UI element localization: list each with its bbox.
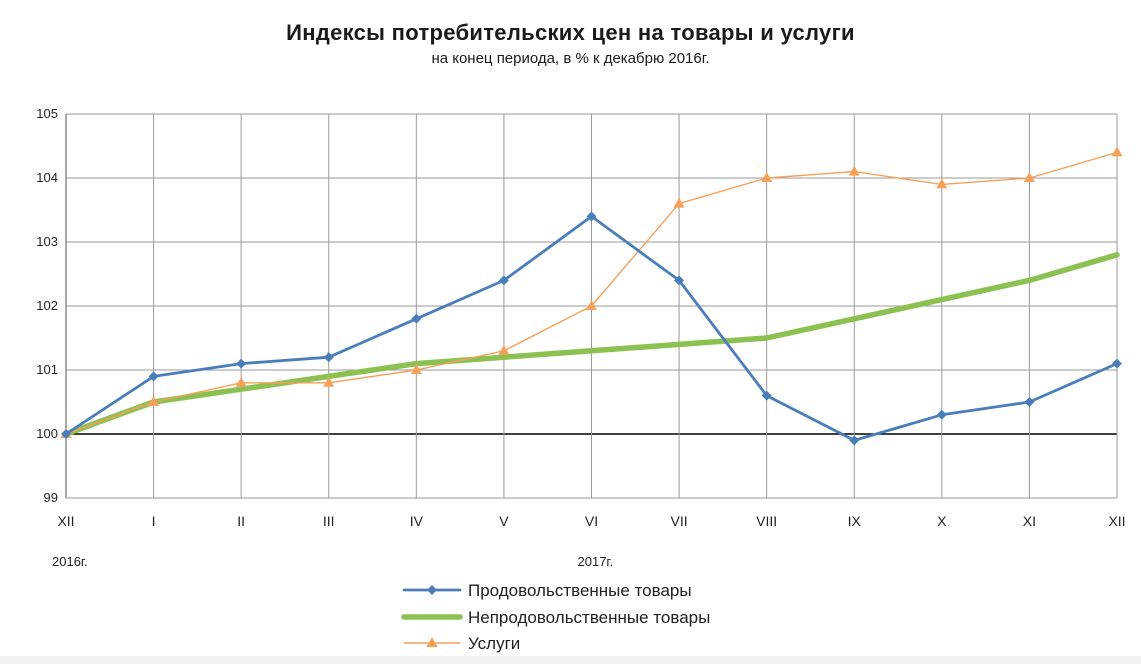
data-point [410, 364, 422, 374]
data-point [236, 358, 247, 369]
data-point [235, 376, 247, 387]
x-tick-label: XI [1023, 513, 1036, 529]
x-tick-label: X [937, 513, 947, 529]
y-tick-label: 103 [36, 234, 58, 249]
x-tick-label: XII [57, 513, 74, 529]
data-point [673, 197, 685, 208]
x-tick-label: III [323, 513, 335, 529]
legend: Продовольственные товары Непродовольствен… [401, 581, 710, 653]
legend-label: Услуги [468, 634, 520, 653]
x-tick-label: XII [1108, 513, 1125, 529]
data-point [586, 300, 597, 310]
series-layer [60, 146, 1123, 446]
data-point [323, 352, 334, 363]
y-tick-label: 104 [36, 170, 58, 185]
y-tick-label: 99 [44, 490, 58, 505]
data-point [1023, 172, 1035, 182]
data-point [498, 344, 510, 355]
x-tick-label: IX [848, 513, 862, 529]
y-tick-label: 105 [36, 106, 58, 121]
legend-marker [427, 585, 437, 595]
series-0 [61, 211, 1122, 446]
data-point [1111, 146, 1123, 157]
legend-entry: Услуги [403, 634, 520, 653]
chart-title: Индексы потребительских цен на товары и … [286, 20, 855, 45]
data-point [411, 313, 422, 324]
bottom-strip [0, 656, 1141, 664]
legend-entry: Продовольственные товары [402, 581, 692, 600]
year-label: 2016г. [52, 554, 88, 569]
data-point [674, 275, 685, 286]
legend-label: Непродовольственные товары [468, 608, 710, 627]
y-tick-label: 100 [36, 426, 58, 441]
x-tick-label: IV [410, 513, 424, 529]
y-tick-label: 101 [36, 362, 58, 377]
data-point [61, 429, 71, 439]
series-1 [63, 252, 1120, 437]
x-tick-label: V [499, 513, 509, 529]
data-point [586, 211, 597, 222]
x-tick-label: VIII [756, 513, 777, 529]
data-point [148, 396, 160, 406]
data-point [1024, 397, 1035, 407]
x-tick-label: VII [671, 513, 688, 529]
chart-subtitle: на конец периода, в % к декабрю 2016г. [431, 50, 710, 67]
legend-entry: Непродовольственные товары [401, 608, 710, 627]
legend-label: Продовольственные товары [468, 581, 692, 600]
series-2 [60, 146, 1123, 438]
y-tick-label: 102 [36, 298, 58, 313]
data-point [848, 165, 860, 176]
x-tick-label: I [152, 513, 156, 529]
year-label: 2017г. [578, 554, 614, 569]
legend-marker [426, 637, 438, 647]
data-point [1112, 358, 1122, 369]
data-point [936, 409, 947, 420]
x-tick-label: VI [585, 513, 598, 529]
data-point [323, 376, 335, 387]
series-line [63, 252, 1120, 437]
data-point [148, 371, 159, 382]
data-point [761, 172, 773, 182]
x-tick-label: II [237, 513, 245, 529]
data-point [761, 390, 772, 401]
data-point [936, 178, 948, 189]
data-point [498, 275, 509, 286]
data-point [849, 435, 860, 446]
